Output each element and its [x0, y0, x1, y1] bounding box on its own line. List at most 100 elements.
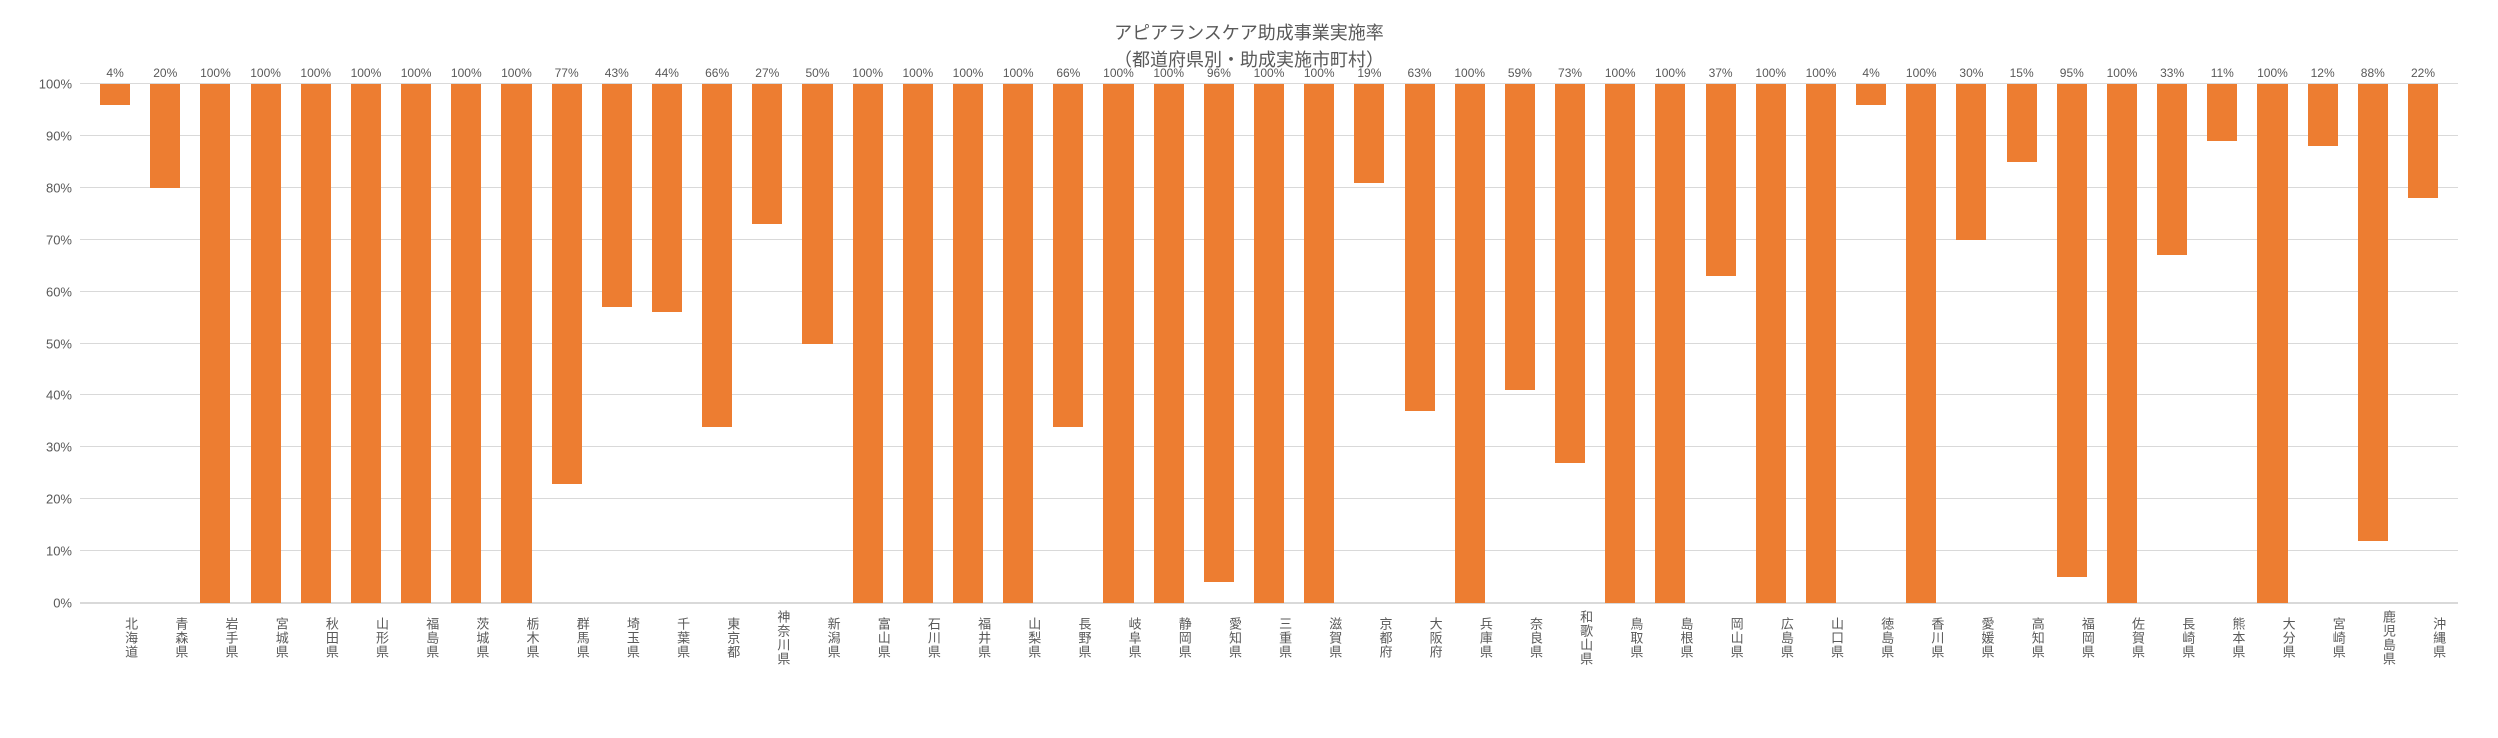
x-tick-label: 広島県 [1746, 604, 1796, 666]
x-tick-label: 長野県 [1043, 604, 1093, 666]
bar: 95% [2057, 84, 2087, 577]
x-tick-label: 愛知県 [1194, 604, 1244, 666]
bar-value-label: 12% [2311, 66, 2335, 80]
x-tick-label: 青森県 [140, 604, 190, 666]
bar: 100% [903, 84, 933, 603]
bar-slot: 19% [1344, 84, 1394, 603]
bar-slot: 100% [2247, 84, 2297, 603]
bar-value-label: 100% [401, 66, 432, 80]
bar: 100% [1154, 84, 1184, 603]
x-tick-label: 福島県 [391, 604, 441, 666]
x-tick-label: 秋田県 [291, 604, 341, 666]
x-tick-label: 岩手県 [190, 604, 240, 666]
bar: 44% [652, 84, 682, 312]
bar-value-label: 15% [2010, 66, 2034, 80]
y-tick-label: 80% [22, 180, 72, 195]
bar-slot: 73% [1545, 84, 1595, 603]
y-tick-label: 100% [22, 77, 72, 92]
bar-value-label: 100% [451, 66, 482, 80]
x-tick-label: 岐阜県 [1093, 604, 1143, 666]
bar: 100% [1756, 84, 1786, 603]
bar-value-label: 100% [1605, 66, 1636, 80]
bar: 100% [1655, 84, 1685, 603]
x-tick-label: 島根県 [1645, 604, 1695, 666]
bar-slot: 30% [1946, 84, 1996, 603]
bar-slot: 77% [542, 84, 592, 603]
bar-slot: 100% [341, 84, 391, 603]
bar-slot: 50% [792, 84, 842, 603]
bar-value-label: 100% [1153, 66, 1184, 80]
bar-value-label: 100% [1655, 66, 1686, 80]
bar-slot: 100% [190, 84, 240, 603]
x-tick-label: 徳島県 [1846, 604, 1896, 666]
bar-value-label: 100% [2107, 66, 2138, 80]
y-tick-label: 70% [22, 232, 72, 247]
plot-area: 0%10%20%30%40%50%60%70%80%90%100% 4%20%1… [80, 84, 2458, 604]
bar-slot: 100% [1144, 84, 1194, 603]
bar-value-label: 77% [555, 66, 579, 80]
bar: 30% [1956, 84, 1986, 240]
x-tick-label: 兵庫県 [1445, 604, 1495, 666]
bar-value-label: 100% [501, 66, 532, 80]
bar: 33% [2157, 84, 2187, 255]
x-tick-label: 宮城県 [241, 604, 291, 666]
bar-slot: 100% [291, 84, 341, 603]
bar: 4% [100, 84, 130, 105]
bar-slot: 4% [90, 84, 140, 603]
bar-slot: 22% [2398, 84, 2448, 603]
bars-container: 4%20%100%100%100%100%100%100%100%77%43%4… [80, 84, 2458, 603]
x-tick-label: 山口県 [1796, 604, 1846, 666]
bar-value-label: 95% [2060, 66, 2084, 80]
x-tick-label: 北海道 [90, 604, 140, 666]
bar-slot: 4% [1846, 84, 1896, 603]
x-tick-label: 沖縄県 [2398, 604, 2448, 666]
x-tick-label: 宮崎県 [2298, 604, 2348, 666]
y-tick-label: 60% [22, 284, 72, 299]
bar: 100% [2257, 84, 2287, 603]
bar-value-label: 73% [1558, 66, 1582, 80]
bar: 100% [953, 84, 983, 603]
bar-value-label: 100% [2257, 66, 2288, 80]
x-tick-label: 富山県 [843, 604, 893, 666]
bar: 88% [2358, 84, 2388, 541]
bar-value-label: 100% [1304, 66, 1335, 80]
bar: 37% [1706, 84, 1736, 276]
y-axis: 0%10%20%30%40%50%60%70%80%90%100% [20, 84, 80, 603]
bar-slot: 100% [1595, 84, 1645, 603]
bar-value-label: 100% [250, 66, 281, 80]
bar: 100% [501, 84, 531, 603]
y-tick-label: 30% [22, 440, 72, 455]
bar: 12% [2308, 84, 2338, 146]
bar: 66% [1053, 84, 1083, 427]
x-tick-label: 東京都 [692, 604, 742, 666]
bar: 100% [1455, 84, 1485, 603]
x-tick-label: 岡山県 [1696, 604, 1746, 666]
bar: 100% [853, 84, 883, 603]
bar-slot: 95% [2047, 84, 2097, 603]
x-axis-labels: 北海道青森県岩手県宮城県秋田県山形県福島県茨城県栃木県群馬県埼玉県千葉県東京都神… [80, 604, 2458, 666]
x-tick-label: 高知県 [1997, 604, 2047, 666]
bar: 100% [301, 84, 331, 603]
bar: 27% [752, 84, 782, 224]
bar-slot: 100% [1294, 84, 1344, 603]
bar: 100% [1906, 84, 1936, 603]
bar-slot: 100% [1896, 84, 1946, 603]
bar: 50% [802, 84, 832, 344]
bar: 66% [702, 84, 732, 427]
bar-value-label: 63% [1408, 66, 1432, 80]
bar: 100% [1254, 84, 1284, 603]
bar-value-label: 20% [153, 66, 177, 80]
bar-slot: 59% [1495, 84, 1545, 603]
bar-slot: 43% [592, 84, 642, 603]
bar: 22% [2408, 84, 2438, 198]
bar-value-label: 100% [1755, 66, 1786, 80]
bar-slot: 37% [1696, 84, 1746, 603]
x-tick-label: 埼玉県 [592, 604, 642, 666]
bar-value-label: 100% [300, 66, 331, 80]
bar-value-label: 100% [1454, 66, 1485, 80]
bar-value-label: 100% [1806, 66, 1837, 80]
bar: 73% [1555, 84, 1585, 463]
x-tick-label: 群馬県 [542, 604, 592, 666]
x-tick-label: 石川県 [893, 604, 943, 666]
x-tick-label: 香川県 [1896, 604, 1946, 666]
